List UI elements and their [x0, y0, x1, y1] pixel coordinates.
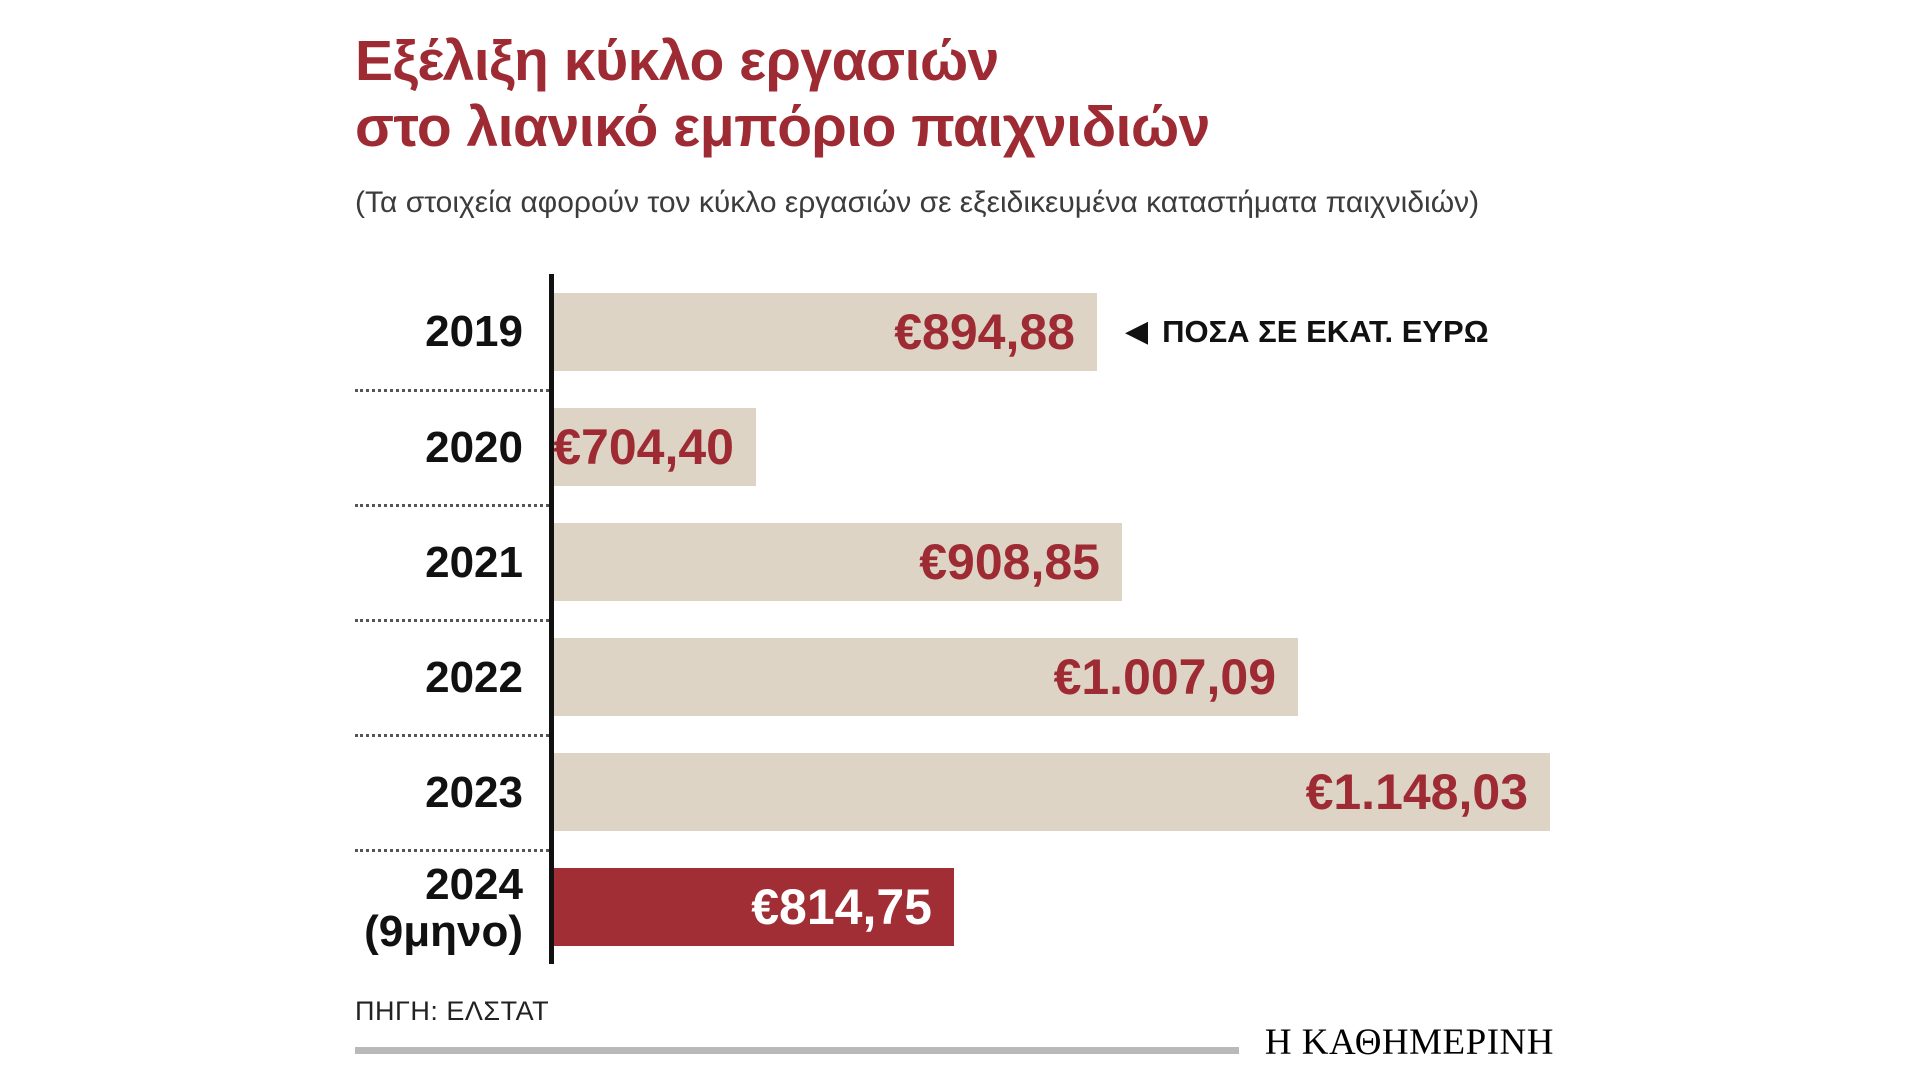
chart-row: 2021 €908,85 — [355, 504, 1555, 620]
bar-2024: €814,75 — [554, 867, 954, 946]
source-label: ΠΗΓΗ: ΕΛΣΤΑΤ — [355, 996, 550, 1027]
footer: Η ΚΑΘΗΜΕΡΙΝΗ — [355, 1021, 1554, 1064]
chart-row: 2019 €894,88 ◀ ΠΟΣΑ ΣΕ ΕΚΑΤ. ΕΥΡΩ — [355, 274, 1555, 390]
value-label: €894,88 — [894, 303, 1075, 360]
brand-logo: Η ΚΑΘΗΜΕΡΙΝΗ — [1264, 1022, 1554, 1063]
value-label: €1.148,03 — [1305, 763, 1528, 820]
bar-2020: €704,40 — [553, 407, 756, 486]
bar-area: €814,75 — [549, 849, 1555, 965]
value-label: €1.007,09 — [1053, 648, 1276, 705]
value-label: €908,85 — [919, 533, 1100, 590]
chart-row: 2020 €704,40 — [355, 389, 1555, 505]
bar-area: €908,85 — [549, 504, 1555, 620]
chart-row: 2024 (9μηνο) €814,75 — [355, 849, 1555, 965]
year-label: 2021 — [355, 504, 549, 619]
value-label: €704,40 — [553, 418, 734, 475]
value-label: €814,75 — [751, 878, 932, 935]
bar-2023: €1.148,03 — [554, 752, 1550, 831]
chart-row: 2022 €1.007,09 — [355, 619, 1555, 735]
chart-row: 2023 €1.148,03 — [355, 734, 1555, 850]
bar-chart: 2019 €894,88 ◀ ΠΟΣΑ ΣΕ ΕΚΑΤ. ΕΥΡΩ 2020 €… — [355, 274, 1555, 965]
page-title-line2: στο λιανικό εμπόριο παιχνιδιών — [355, 95, 1210, 160]
footer-rule — [355, 1047, 1239, 1054]
bar-area: €704,40 — [549, 389, 1555, 505]
chart-subtitle: (Τα στοιχεία αφορούν τον κύκλο εργασιών … — [355, 186, 1480, 220]
units-annotation: ◀ ΠΟΣΑ ΣΕ ΕΚΑΤ. ΕΥΡΩ — [1125, 314, 1489, 350]
bar-2019: €894,88 — [554, 292, 1097, 371]
bar-area: €1.007,09 — [549, 619, 1555, 735]
bar-2022: €1.007,09 — [554, 637, 1298, 716]
year-label: 2022 — [355, 619, 549, 734]
bar-area: €1.148,03 — [549, 734, 1555, 850]
bar-area: €894,88 ◀ ΠΟΣΑ ΣΕ ΕΚΑΤ. ΕΥΡΩ — [549, 274, 1555, 390]
year-label: 2019 — [425, 306, 523, 356]
page-title: Εξέλιξη κύκλο εργασιών στο λιανικό εμπόρ… — [355, 28, 1920, 160]
bar-2021: €908,85 — [554, 522, 1122, 601]
units-annotation-label: ΠΟΣΑ ΣΕ ΕΚΑΤ. ΕΥΡΩ — [1162, 313, 1489, 349]
year-label: 2024 (9μηνο) — [355, 849, 549, 964]
year-label: 2023 — [355, 734, 549, 849]
year-label: 2020 — [355, 389, 549, 504]
page-title-line1: Εξέλιξη κύκλο εργασιών — [355, 29, 999, 93]
arrow-left-icon: ◀ — [1125, 314, 1149, 348]
